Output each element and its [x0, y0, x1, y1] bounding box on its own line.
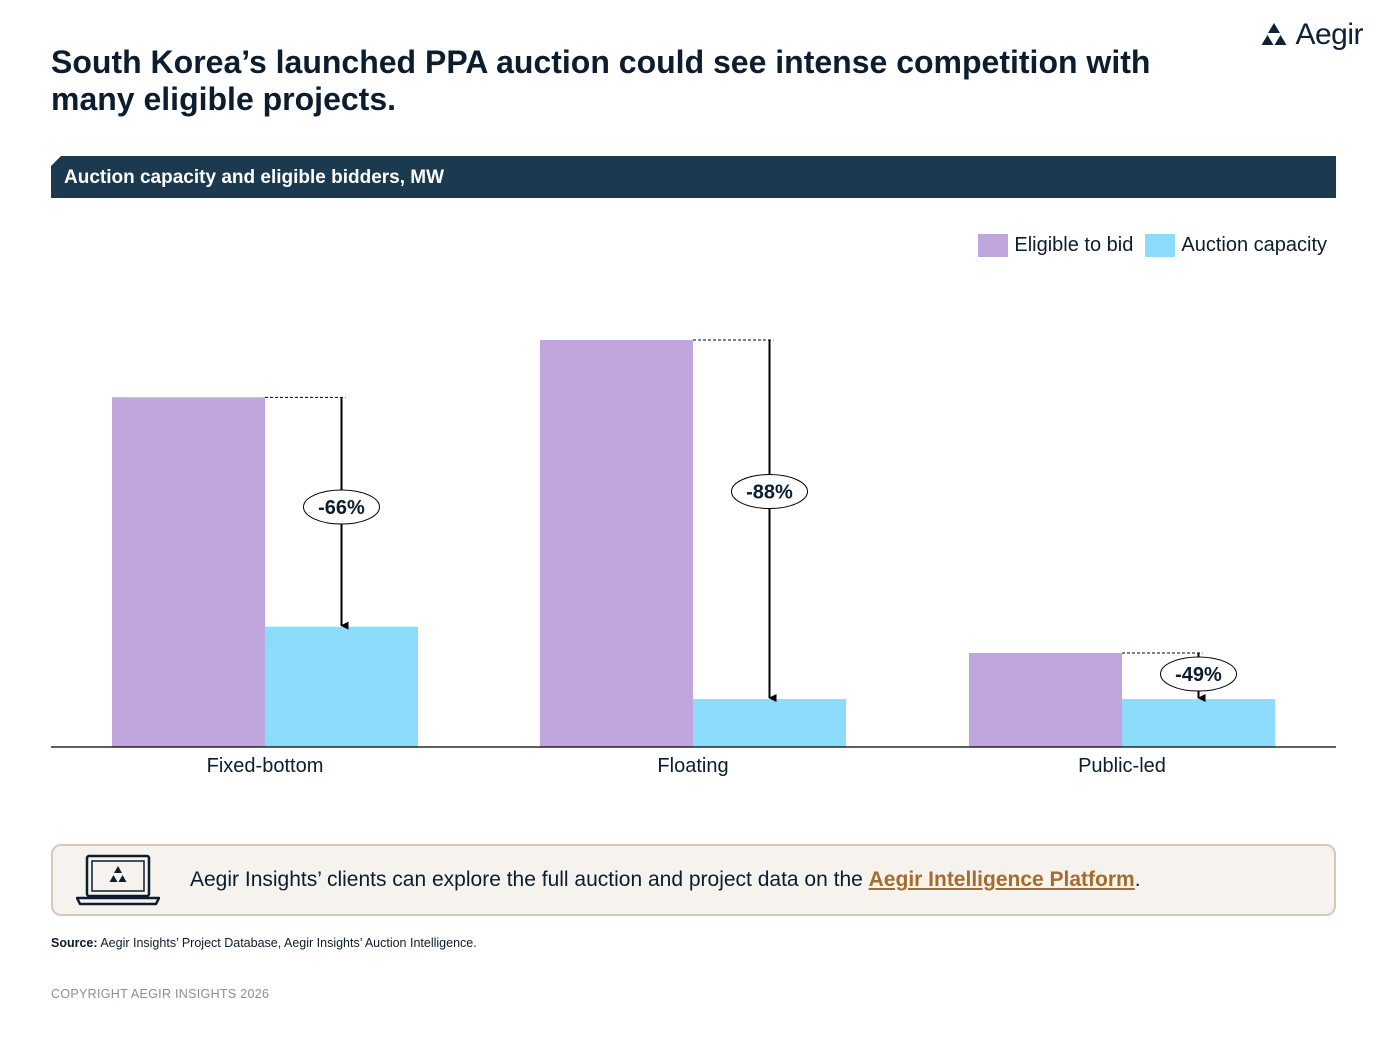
legend-label-capacity: Auction capacity: [1181, 234, 1327, 256]
source-note: Source: Aegir Insights’ Project Database…: [51, 936, 477, 950]
source-label: Source:: [51, 936, 98, 950]
callout-text: Aegir Insights’ clients can explore the …: [190, 868, 1141, 892]
annotation-label-2: -49%: [1175, 664, 1222, 686]
x-tick-label-2: Public-led: [1078, 755, 1166, 777]
legend-item-eligible: Eligible to bid: [978, 234, 1133, 257]
annotation-label-0: -66%: [318, 497, 365, 519]
x-tick-label-1: Floating: [657, 755, 728, 777]
bar-eligible-0: [112, 397, 265, 747]
annotation-label-1: -88%: [746, 482, 793, 504]
callout-body: Aegir Insights’ clients can explore the …: [190, 868, 869, 891]
bar-eligible-2: [969, 653, 1122, 747]
bar-capacity-1: [693, 699, 846, 747]
chart-title: Auction capacity and eligible bidders, M…: [64, 167, 445, 188]
copyright: COPYRIGHT AEGIR INSIGHTS 2026: [51, 987, 270, 1001]
annotation-bubble-2: [1160, 656, 1237, 692]
bar-capacity-2: [1122, 699, 1275, 747]
x-tick-label-0: Fixed-bottom: [207, 755, 324, 777]
legend-item-capacity: Auction capacity: [1145, 234, 1327, 257]
callout-suffix: .: [1134, 868, 1141, 891]
bar-eligible-1: [540, 339, 693, 747]
bar-chart: -66% Fixed-bottom -88% Floating -49% Public-l…: [51, 339, 1336, 777]
source-text: Aegir Insights’ Project Database, Aegir …: [97, 936, 477, 950]
laptop-icon: [76, 854, 160, 906]
legend-swatch-eligible: [978, 234, 1009, 257]
aegir-logo-icon: [1261, 23, 1287, 45]
platform-link[interactable]: Aegir Intelligence Platform: [868, 868, 1135, 891]
platform-callout: Aegir Insights’ clients can explore the …: [51, 844, 1336, 916]
chart-header: Auction capacity and eligible bidders, M…: [51, 156, 1336, 198]
page-title: South Korea’s launched PPA auction could…: [51, 44, 1151, 117]
annotation-bubble-0: [303, 489, 380, 525]
brand-name: Aegir: [1295, 18, 1363, 51]
brand-logo: Aegir: [1261, 18, 1363, 52]
bar-capacity-0: [265, 626, 418, 747]
legend-label-eligible: Eligible to bid: [1014, 234, 1134, 256]
annotation-bubble-1: [731, 474, 808, 510]
legend-swatch-capacity: [1145, 234, 1176, 257]
chart-legend: Eligible to bid Auction capacity: [978, 234, 1327, 257]
